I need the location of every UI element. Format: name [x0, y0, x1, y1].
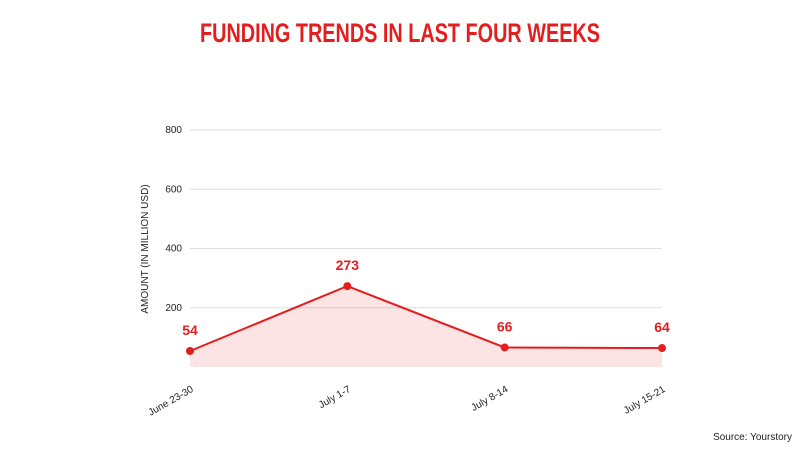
- point: [500, 343, 509, 352]
- x-tick-label: July 1-7: [317, 384, 353, 411]
- chart-title: FUNDING TRENDS IN LAST FOUR WEEKS: [200, 18, 600, 48]
- point: [186, 347, 194, 356]
- point: [343, 282, 352, 291]
- point: [658, 344, 666, 353]
- source: Source: Yourstory: [713, 432, 792, 443]
- value-label: 64: [654, 319, 670, 335]
- value-label: 54: [182, 322, 198, 338]
- x-tick-label: July 15-21: [622, 384, 668, 417]
- x-tick-label: July 8-14: [470, 384, 511, 414]
- x-tick-label: June 23-30: [147, 384, 196, 419]
- y-tick-label: 800: [165, 125, 182, 136]
- y-tick-label: 400: [165, 244, 182, 255]
- y-tick-label: 200: [165, 303, 182, 314]
- y-tick-label: 600: [165, 184, 182, 195]
- value-label: 273: [336, 257, 360, 273]
- y-axis-label: AMOUNT (IN MILLION USD): [140, 184, 151, 313]
- area: [190, 286, 662, 367]
- value-label: 66: [497, 318, 513, 334]
- line: [189, 285, 663, 352]
